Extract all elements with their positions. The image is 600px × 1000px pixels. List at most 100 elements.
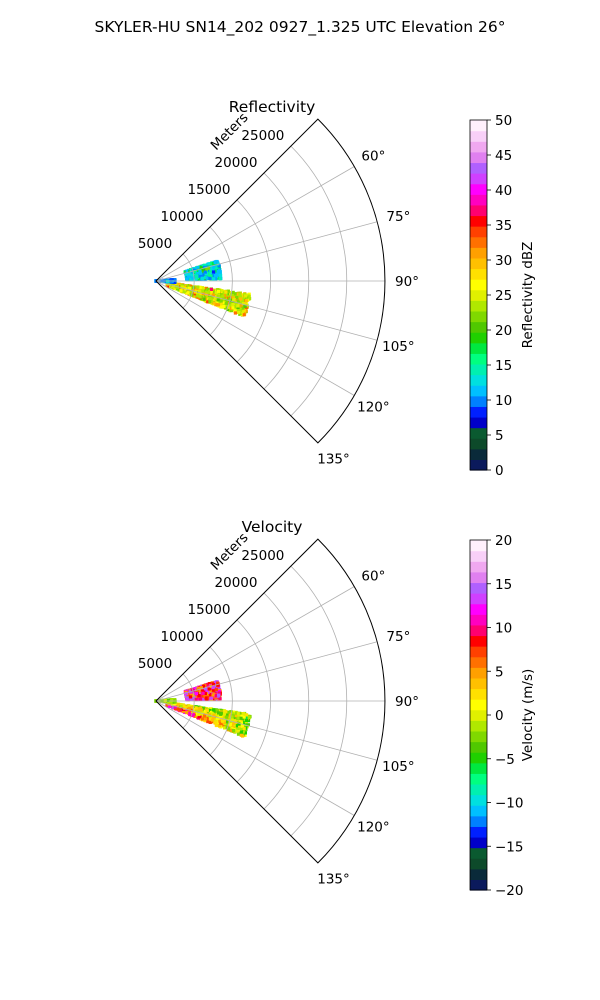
echo-pixel [201, 694, 205, 698]
colorbar-swatch [470, 141, 487, 153]
echo-pixel [217, 711, 221, 715]
echo-pixel [217, 268, 221, 272]
echo-pixel [240, 714, 244, 718]
colorbar-swatch [470, 289, 487, 301]
colorbar-swatch [470, 300, 487, 312]
echo-pixel [214, 681, 218, 685]
echo-pixel [173, 705, 177, 709]
echo-pixel [232, 729, 236, 733]
echo-pixel [203, 263, 207, 268]
echo-pixel [242, 726, 246, 730]
colorbar-swatch [470, 374, 487, 386]
echo-pixel [227, 719, 231, 723]
echo-pixel [244, 309, 248, 313]
echo-pixel [207, 693, 212, 697]
echo-pixel [202, 297, 206, 301]
echo-pixel [245, 299, 249, 303]
echo-pixel [211, 716, 215, 720]
echo-pixel [182, 704, 186, 708]
echo-pixel [209, 264, 213, 268]
echo-pixel [205, 688, 209, 692]
colorbar-swatch [470, 427, 487, 439]
colorbar-swatch [470, 236, 487, 248]
echo-pixel [225, 720, 229, 724]
echo-pixel [196, 265, 200, 270]
echo-pixel [199, 293, 203, 297]
angle-tick-label: 75° [386, 209, 410, 225]
colorbar-swatch [470, 279, 487, 291]
colorbar-tick-label: 50 [495, 113, 512, 129]
echo-pixel [211, 718, 215, 722]
echo-pixel [202, 295, 206, 299]
echo-pixel [187, 711, 191, 715]
echo-pixel [241, 299, 245, 303]
echo-pixel [200, 286, 205, 290]
echo-pixel [228, 715, 232, 719]
echo-pixel [231, 710, 235, 714]
echo-pixel [199, 271, 203, 275]
echo-pixel [239, 297, 243, 301]
echo-region [183, 680, 222, 702]
echo-pixel [186, 273, 190, 277]
echo-pixel [172, 280, 176, 284]
echo-pixel [204, 295, 208, 299]
echo-pixel [246, 719, 251, 723]
echo-pixel [214, 296, 218, 300]
radial-tick-label: 20000 [215, 155, 258, 171]
echo-pixel [209, 696, 213, 700]
echo-pixel [198, 274, 202, 278]
radial-tick-label: 25000 [241, 128, 284, 144]
echo-pixel [241, 734, 245, 738]
echo-pixel [196, 285, 200, 289]
colorbar-swatch [470, 332, 487, 344]
angle-tick-label: 60° [361, 149, 385, 165]
echo-pixel [208, 300, 212, 304]
echo-pixel [236, 304, 240, 308]
echo-pixel [222, 298, 227, 302]
echo-pixel [239, 716, 243, 720]
echo-pixel [232, 721, 236, 725]
echo-pixel [217, 295, 221, 299]
echo-pixel [217, 693, 221, 697]
echo-pixel [212, 265, 216, 269]
colorbar-tick-label: 20 [495, 323, 512, 339]
echo-pixel [229, 728, 233, 733]
echo-pixel [190, 273, 194, 277]
echo-pixel [231, 293, 235, 297]
echo-pixel [247, 715, 251, 719]
echo-pixel [233, 719, 238, 723]
echo-pixel [208, 712, 212, 716]
echo-pixel [222, 301, 226, 305]
echo-pixel [214, 291, 218, 295]
echo-pixel [231, 306, 235, 310]
echo-pixel [198, 285, 202, 289]
echo-pixel [201, 697, 205, 701]
echo-pixel [219, 711, 223, 715]
echo-pixel [214, 684, 218, 688]
echo-pixel [213, 261, 217, 265]
echo-pixel [216, 269, 220, 273]
echo-pixel [237, 722, 241, 726]
echo-pixel [187, 706, 191, 711]
echo-pixel [238, 309, 242, 313]
echo-pixel [232, 298, 236, 302]
echo-pixel [212, 301, 216, 305]
echo-pixel [174, 707, 178, 711]
colorbar-swatch [470, 151, 487, 164]
echo-pixel [243, 731, 247, 735]
echo-pixel [239, 726, 243, 731]
echo-pixel [244, 716, 248, 720]
echo-pixel [245, 713, 249, 717]
echo-pixel [242, 712, 246, 716]
echo-pixel [197, 712, 201, 716]
echo-pixel [237, 310, 241, 315]
echo-pixel [214, 720, 218, 724]
echo-pixel [206, 300, 210, 304]
echo-pixel [225, 713, 229, 717]
azimuth-line [155, 221, 378, 282]
echo-pixel [216, 300, 220, 304]
echo-pixel [237, 716, 241, 720]
colorbar-swatch [470, 385, 487, 397]
